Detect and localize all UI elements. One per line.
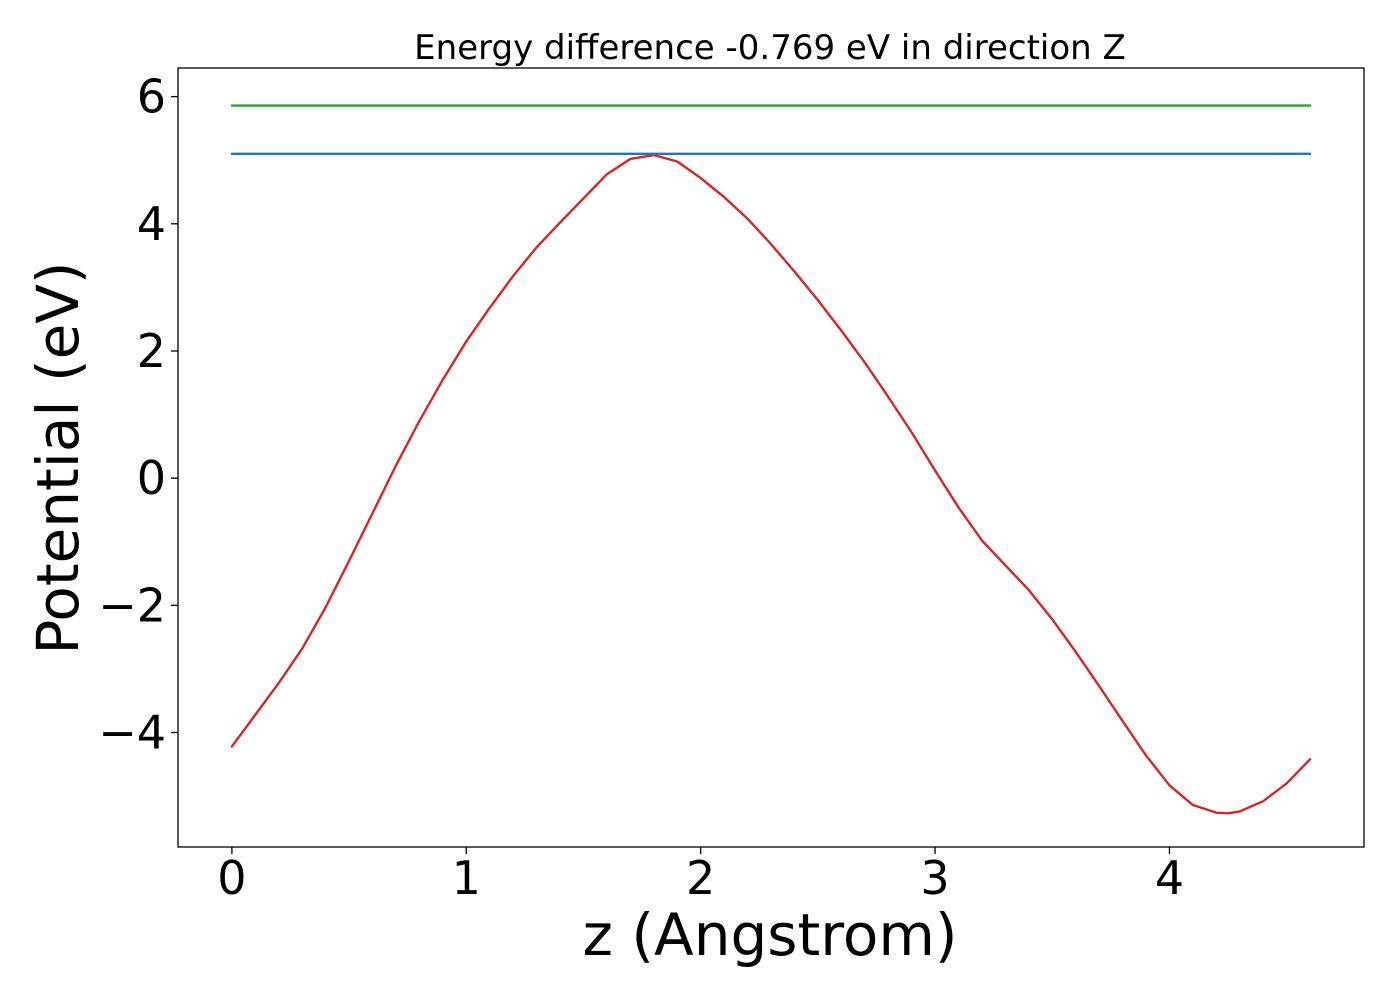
- series-layer: [230, 104, 1312, 815]
- y-tick-label: −2: [98, 578, 166, 632]
- x-tick-label: 4: [1155, 851, 1184, 905]
- x-axis-ticks: 0 1 2 3 4: [217, 847, 1184, 905]
- x-tick-label: 1: [452, 851, 481, 905]
- y-axis-label: Potential (eV): [24, 261, 92, 654]
- series-line-0: [230, 153, 1312, 815]
- x-tick-label: 3: [920, 851, 949, 905]
- plot-frame: [177, 67, 1365, 848]
- x-tick-label: 0: [217, 851, 246, 905]
- x-axis-label: z (Angstrom): [583, 901, 958, 969]
- y-tick-label: 6: [137, 70, 166, 124]
- y-tick-label: 2: [137, 324, 166, 378]
- y-axis-ticks: −4 −2 0 2 4 6: [98, 70, 178, 760]
- y-tick-label: −4: [98, 706, 166, 760]
- chart-title: Energy difference -0.769 eV in direction…: [414, 28, 1126, 68]
- y-tick-label: 4: [137, 197, 166, 251]
- plot-area: [177, 67, 1365, 848]
- x-tick-label: 2: [686, 851, 715, 905]
- y-tick-label: 0: [137, 451, 166, 505]
